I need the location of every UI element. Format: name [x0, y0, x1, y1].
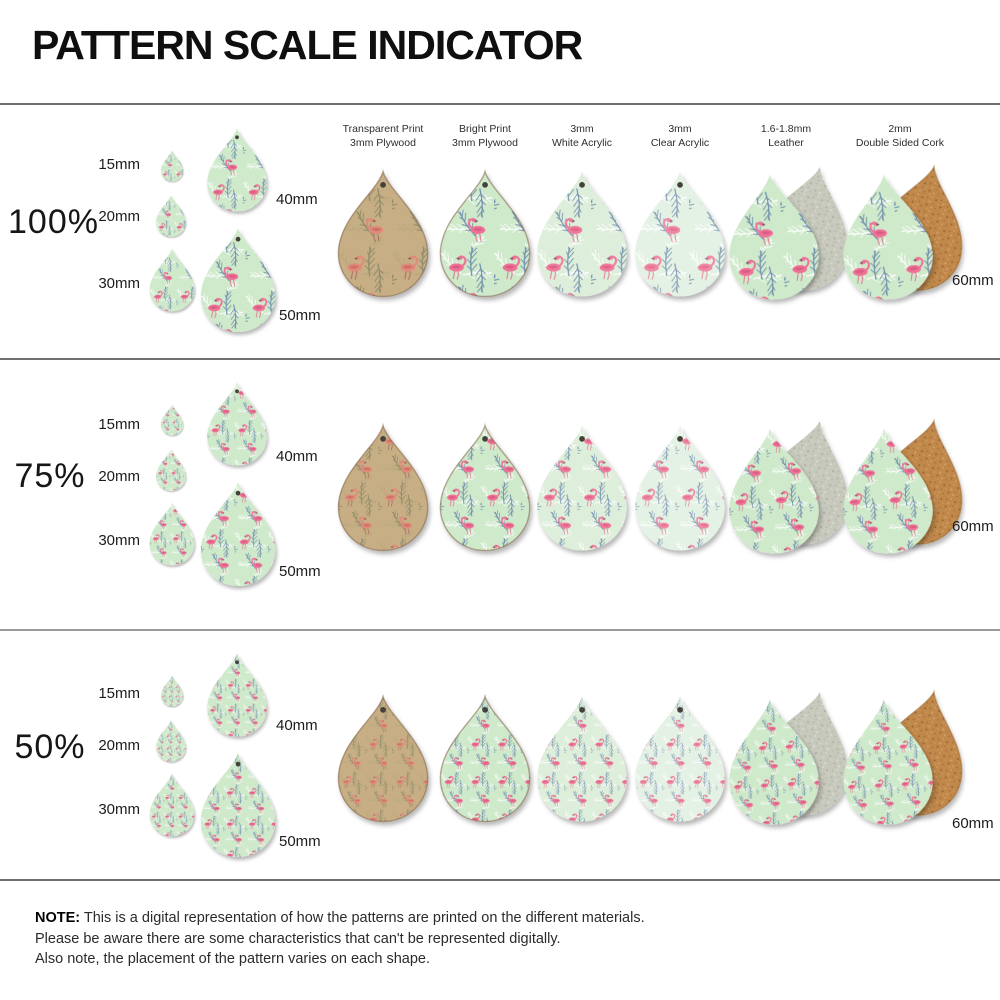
size-label-50mm: 50mm — [279, 833, 321, 850]
scale-row-100: 100% 15mm 20mm 30mm 40mm 50mm 60mm — [0, 104, 1000, 360]
column-header-white-acrylic: 3mm White Acrylic — [507, 123, 657, 150]
teardrop-40mm-preview — [207, 128, 267, 212]
teardrop-60mm-bright-plywood — [439, 422, 531, 552]
note-label: NOTE: — [35, 910, 81, 926]
teardrop-60mm-bright-plywood — [439, 693, 531, 823]
column-header-clear-acrylic: 3mm Clear Acrylic — [605, 123, 755, 150]
column-header-line1: Bright Print — [459, 123, 511, 135]
teardrop-60mm-transparent-plywood — [337, 422, 429, 552]
size-label-30mm: 30mm — [98, 532, 140, 549]
size-label-60mm: 60mm — [952, 815, 994, 832]
teardrop-60mm-cork-front — [843, 174, 933, 300]
teardrop-30mm-preview — [149, 248, 195, 312]
column-header-line2: Clear Acrylic — [650, 136, 710, 149]
note-text: NOTE: This is a digital representation o… — [35, 908, 645, 970]
teardrop-60mm-bright-plywood — [439, 168, 531, 298]
size-label-60mm: 60mm — [952, 518, 994, 535]
teardrop-60mm-leather-front — [729, 428, 819, 554]
size-label-15mm: 15mm — [98, 156, 140, 173]
note-line-2: Please be aware there are some character… — [35, 930, 561, 947]
teardrop-20mm-preview — [156, 195, 186, 237]
column-header-line1: 3mm — [570, 123, 594, 135]
size-label-40mm: 40mm — [276, 717, 318, 734]
size-label-50mm: 50mm — [279, 307, 321, 324]
teardrop-60mm-cork-front — [843, 699, 933, 825]
size-label-40mm: 40mm — [276, 448, 318, 465]
column-header-line1: 1.6-1.8mm — [760, 123, 812, 135]
teardrop-50mm-preview — [200, 482, 276, 587]
divider-row1-row2 — [0, 358, 1000, 360]
column-header-line2: White Acrylic — [551, 136, 613, 149]
page-title: PATTERN SCALE INDICATOR — [32, 22, 583, 68]
scale-percentage: 100% — [8, 203, 99, 241]
size-label-30mm: 30mm — [98, 801, 140, 818]
teardrop-60mm-white-acrylic — [537, 696, 627, 822]
divider-top — [0, 103, 1000, 105]
size-label-20mm: 20mm — [98, 208, 140, 225]
column-header-line2: 3mm Plywood — [350, 136, 416, 149]
teardrop-60mm-leather-front — [729, 174, 819, 300]
column-header-line2: 3mm Plywood — [452, 136, 518, 149]
size-label-40mm: 40mm — [276, 191, 318, 208]
teardrop-50mm-preview — [200, 753, 276, 858]
size-label-50mm: 50mm — [279, 563, 321, 580]
teardrop-60mm-clear-acrylic — [635, 425, 725, 551]
note-line-3: Also note, the placement of the pattern … — [35, 951, 430, 967]
note-line1-text: This is a digital representation of how … — [83, 910, 645, 926]
scale-percentage: 75% — [14, 457, 86, 495]
teardrop-30mm-preview — [149, 773, 195, 837]
column-header-leather: 1.6-1.8mm Leather — [711, 123, 861, 150]
size-label-15mm: 15mm — [98, 416, 140, 433]
teardrop-15mm-preview — [160, 150, 184, 182]
column-header-bright-plywood: Bright Print 3mm Plywood — [410, 123, 560, 150]
teardrop-60mm-leather-front — [729, 699, 819, 825]
scale-row-75: 75% 15mm 20mm 30mm 40mm 50mm 60mm — [0, 358, 1000, 614]
row-artwork-50 — [149, 653, 963, 858]
teardrop-30mm-preview — [149, 502, 195, 566]
teardrop-60mm-transparent-plywood — [337, 168, 429, 298]
size-label-60mm: 60mm — [952, 272, 994, 289]
size-label-30mm: 30mm — [98, 275, 140, 292]
teardrop-40mm-preview — [207, 382, 267, 466]
teardrop-60mm-cork-front — [843, 428, 933, 554]
column-header-cork: 2mm Double Sided Cork — [825, 123, 975, 150]
column-header-line2: Double Sided Cork — [855, 136, 945, 149]
note-line-1: NOTE: This is a digital representation o… — [35, 908, 645, 929]
scale-row-50: 50% 15mm 20mm 30mm 40mm 50mm 60mm — [0, 629, 1000, 885]
column-header-line1: Transparent Print — [342, 123, 424, 135]
teardrop-60mm-white-acrylic — [537, 171, 627, 297]
teardrop-20mm-preview — [156, 449, 186, 491]
column-header-line2: Leather — [768, 136, 804, 149]
column-header-line1: 3mm — [668, 123, 692, 135]
divider-row2-row3 — [0, 629, 1000, 631]
teardrop-60mm-white-acrylic — [537, 425, 627, 551]
teardrop-20mm-preview — [156, 720, 186, 762]
column-header-transparent-plywood: Transparent Print 3mm Plywood — [308, 123, 458, 150]
teardrop-60mm-transparent-plywood — [337, 693, 429, 823]
row-artwork-100 — [149, 128, 963, 333]
row-artwork-75 — [149, 382, 963, 587]
teardrop-60mm-clear-acrylic — [635, 171, 725, 297]
teardrop-15mm-preview — [160, 675, 184, 707]
size-label-15mm: 15mm — [98, 685, 140, 702]
scale-percentage: 50% — [14, 728, 86, 766]
teardrop-40mm-preview — [207, 653, 267, 737]
teardrop-50mm-preview — [200, 228, 276, 333]
size-label-20mm: 20mm — [98, 468, 140, 485]
teardrop-15mm-preview — [160, 404, 184, 436]
column-header-line1: 2mm — [888, 123, 912, 135]
size-label-20mm: 20mm — [98, 737, 140, 754]
teardrop-60mm-clear-acrylic — [635, 696, 725, 822]
divider-bottom — [0, 879, 1000, 881]
